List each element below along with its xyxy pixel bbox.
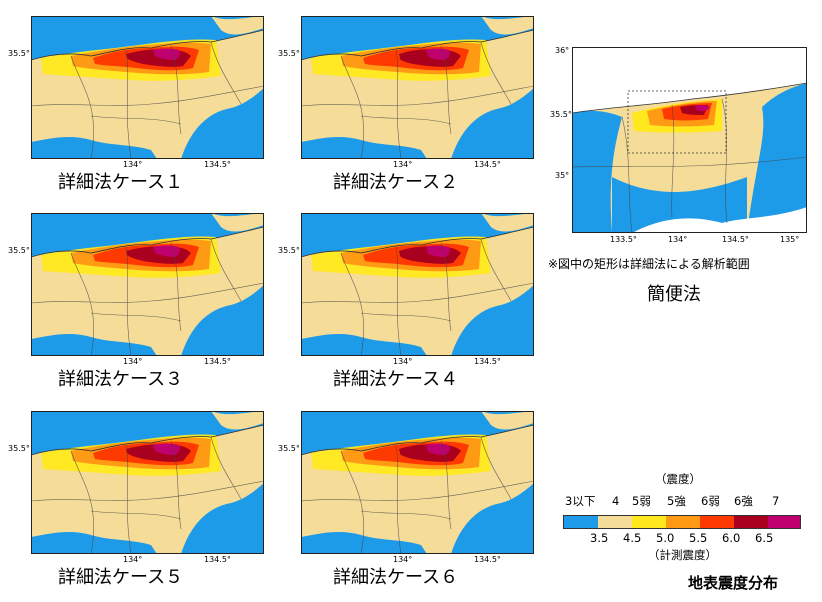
detailed-map-svg [31,16,264,159]
legend-swatch [564,516,598,528]
detailed-map-case-1 [31,16,264,159]
legend-measured-label: 3.5 [590,531,609,545]
legend-top-caption: （震度） [655,472,701,486]
simple-lon-135: 135° [780,235,800,244]
case-caption: 詳細法ケース３ [58,369,184,390]
legend-intensity-label: 7 [772,494,780,508]
detailed-map-svg [301,16,534,159]
simple-map-caption: 簡便法 [647,284,701,305]
lon-label: 134.5° [474,357,501,366]
detailed-map-svg [301,213,534,356]
detailed-map-case-6 [301,411,534,554]
simple-map-note: ※図中の矩形は詳細法による解析範囲 [548,257,750,271]
detailed-map-svg [301,411,534,554]
detailed-map-svg [31,213,264,356]
legend-intensity-label: 6弱 [701,494,720,508]
detailed-map-case-5 [31,411,264,554]
case-caption: 詳細法ケース４ [333,369,459,390]
simple-lon-1335: 133.5° [610,235,637,244]
lon-label: 134° [393,160,413,169]
lon-label: 134° [393,555,413,564]
simple-lon-1345: 134.5° [722,235,749,244]
legend-measured-label: 5.0 [656,531,675,545]
legend-intensity-label: 5弱 [632,494,651,508]
lat-label: 35.5° [278,246,300,255]
legend-title: 地表震度分布 [688,574,779,592]
lat-label: 35.5° [8,444,30,453]
lon-label: 134° [393,357,413,366]
legend-swatch [632,516,666,528]
legend-measured-label: 4.5 [623,531,642,545]
legend-swatch [768,516,800,528]
lon-label: 134° [123,357,143,366]
legend-measured-label: 6.5 [755,531,774,545]
lon-label: 134.5° [474,555,501,564]
legend-intensity-label: 6強 [734,494,753,508]
simple-lat-35: 35° [555,171,570,180]
detailed-map-case-3 [31,213,264,356]
case-caption: 詳細法ケース６ [333,567,459,588]
legend-swatch [734,516,768,528]
simple-lon-134: 134° [668,235,688,244]
lon-label: 134.5° [204,357,231,366]
detailed-map-case-4 [301,213,534,356]
simple-method-map [572,47,807,233]
lat-label: 35.5° [278,49,300,58]
lon-label: 134° [123,160,143,169]
legend-intensity-label: 4 [612,494,620,508]
legend-measured-label: 5.5 [689,531,708,545]
legend-intensity-label: 3以下 [565,494,596,508]
detailed-map-svg [31,411,264,554]
lat-label: 35.5° [8,49,30,58]
lat-label: 35.5° [8,246,30,255]
lat-label: 35.5° [278,444,300,453]
legend-swatch [598,516,632,528]
case-caption: 詳細法ケース５ [58,567,184,588]
case-caption: 詳細法ケース１ [58,172,184,193]
simple-map-svg [572,47,807,233]
detailed-map-case-2 [301,16,534,159]
lon-label: 134° [123,555,143,564]
lon-label: 134.5° [204,160,231,169]
legend-color-bar [563,515,801,529]
simple-lat-355: 35.5° [550,110,572,119]
legend-swatch [700,516,734,528]
lon-label: 134.5° [204,555,231,564]
lon-label: 134.5° [474,160,501,169]
simple-lat-36: 36° [555,46,570,55]
legend-bottom-caption: （計測震度） [648,548,717,562]
legend-measured-label: 6.0 [722,531,741,545]
legend-intensity-label: 5強 [667,494,686,508]
case-caption: 詳細法ケース２ [333,172,459,193]
legend-swatch [666,516,700,528]
